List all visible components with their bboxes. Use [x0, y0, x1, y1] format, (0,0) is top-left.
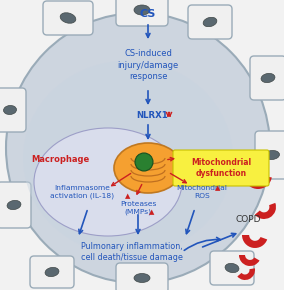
Ellipse shape [7, 200, 21, 210]
Wedge shape [239, 255, 260, 266]
Text: CS-induced
injury/damage
response: CS-induced injury/damage response [117, 49, 179, 81]
Text: ▲: ▲ [149, 209, 155, 215]
Ellipse shape [261, 73, 275, 83]
Text: ▲: ▲ [215, 185, 221, 191]
Ellipse shape [134, 5, 150, 15]
Ellipse shape [6, 13, 270, 283]
Text: Macrophage: Macrophage [31, 155, 89, 164]
FancyBboxPatch shape [43, 1, 93, 35]
Text: CS: CS [140, 9, 156, 19]
Ellipse shape [23, 61, 233, 255]
FancyBboxPatch shape [255, 131, 284, 179]
Wedge shape [244, 176, 272, 189]
Ellipse shape [45, 267, 59, 277]
Text: ▲: ▲ [125, 193, 131, 199]
Ellipse shape [114, 143, 182, 193]
FancyBboxPatch shape [116, 263, 168, 290]
Text: Mitochondrial
dysfunction: Mitochondrial dysfunction [191, 158, 251, 178]
Wedge shape [255, 203, 276, 219]
Ellipse shape [3, 106, 16, 115]
Text: Pulmonary inflammation,
cell death/tissue damage: Pulmonary inflammation, cell death/tissu… [81, 242, 183, 262]
Ellipse shape [225, 263, 239, 273]
FancyBboxPatch shape [250, 56, 284, 100]
FancyBboxPatch shape [0, 182, 31, 228]
FancyBboxPatch shape [173, 150, 269, 186]
Text: Inflammasome
activation (IL-18): Inflammasome activation (IL-18) [50, 185, 114, 199]
Ellipse shape [203, 17, 217, 27]
Ellipse shape [134, 273, 150, 282]
Circle shape [135, 153, 153, 171]
Ellipse shape [264, 151, 279, 160]
Text: NLRX1: NLRX1 [136, 111, 168, 121]
FancyBboxPatch shape [0, 88, 26, 132]
FancyBboxPatch shape [188, 5, 232, 39]
Text: Mitochondrial
ROS: Mitochondrial ROS [177, 185, 227, 199]
Wedge shape [237, 268, 255, 280]
FancyBboxPatch shape [30, 256, 74, 288]
Text: Proteases
(MMPs): Proteases (MMPs) [120, 201, 156, 215]
Ellipse shape [34, 128, 182, 236]
FancyBboxPatch shape [210, 251, 254, 285]
FancyBboxPatch shape [116, 0, 168, 26]
Text: COPD: COPD [235, 215, 261, 224]
Wedge shape [242, 235, 267, 248]
Ellipse shape [60, 13, 76, 23]
